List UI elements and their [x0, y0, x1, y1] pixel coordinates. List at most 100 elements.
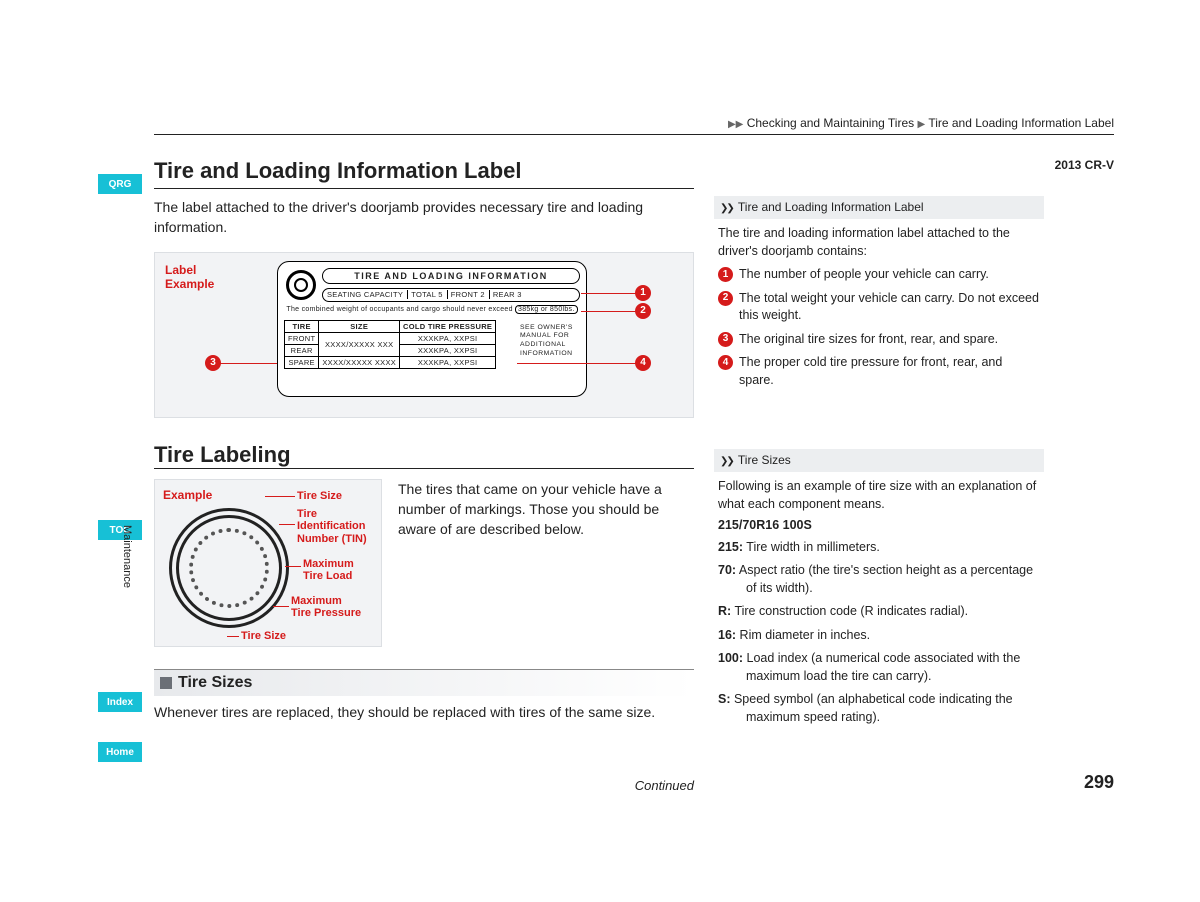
def-val: Tire width in millimeters. — [743, 540, 880, 554]
tire-ann-line — [273, 606, 289, 607]
list-item: 3 The original tire sizes for front, rear… — [718, 331, 1040, 349]
tire-labeling-body: The tires that came on your vehicle have… — [398, 479, 694, 647]
num-circle-icon: 1 — [718, 267, 733, 282]
combined-box: 385kg or 850lbs. — [515, 305, 578, 314]
th-size: SIZE — [319, 320, 400, 332]
callout-line — [517, 363, 637, 364]
label-header: TIRE AND LOADING INFORMATION — [322, 268, 580, 284]
seating-total: TOTAL 5 — [407, 290, 443, 299]
tire-ann-maxload: Maximum Tire Load — [303, 558, 354, 583]
td-rear: REAR — [285, 344, 319, 356]
label-diagram: TIRE AND LOADING INFORMATION SEATING CAP… — [277, 261, 587, 397]
owners-manual-note: SEE OWNER'S MANUAL FOR ADDITIONAL INFORM… — [520, 324, 578, 359]
sidebar-intro-2: Following is an example of tire size wit… — [718, 478, 1040, 513]
th-pressure: COLD TIRE PRESSURE — [400, 320, 496, 332]
tire-size-code: 215/70R16 100S — [718, 517, 1040, 535]
sidebar-header-1: ❯❯ Tire and Loading Information Label — [714, 196, 1044, 219]
def-key: 100: — [718, 651, 743, 665]
tire-diagram: Example Tire Size Tire Identification Nu… — [154, 479, 382, 647]
td-size2: XXXX/XXXXX XXXX — [319, 356, 400, 368]
sidebar-tri-icon: ❯❯ — [720, 456, 733, 467]
callout-2: 2 — [635, 303, 651, 319]
def-key: 70: — [718, 563, 736, 577]
continued-label: Continued — [154, 778, 694, 793]
tire-ann-line — [279, 524, 295, 525]
list-item: 4 The proper cold tire pressure for front… — [718, 354, 1040, 389]
def-item: 70: Aspect ratio (the tire's section hei… — [718, 562, 1040, 597]
combined-pre: The combined weight of occupants and car… — [286, 306, 512, 313]
breadcrumb-tri-icon: ▶▶ — [728, 119, 743, 130]
sidebar-intro-1: The tire and loading information label a… — [718, 225, 1040, 260]
intro-text: The label attached to the driver's doorj… — [154, 197, 694, 238]
breadcrumb-seg1: Checking and Maintaining Tires — [747, 116, 914, 130]
def-val: Rim diameter in inches. — [736, 628, 870, 642]
list-text: The proper cold tire pressure for front,… — [739, 354, 1040, 389]
def-val: Aspect ratio (the tire's section height … — [736, 563, 1033, 595]
sidebar-header-2-text: Tire Sizes — [738, 453, 791, 467]
callout-1: 1 — [635, 285, 651, 301]
combined-weight-note: The combined weight of occupants and car… — [284, 306, 580, 313]
tire-labeling-row: Example Tire Size Tire Identification Nu… — [154, 479, 694, 647]
num-circle-icon: 2 — [718, 291, 733, 306]
def-key: 215: — [718, 540, 743, 554]
seating-label: SEATING CAPACITY — [327, 290, 403, 299]
title-rule — [154, 468, 694, 469]
num-circle-icon: 3 — [718, 332, 733, 347]
callout-line — [581, 311, 637, 312]
sidebar-body-2: Following is an example of tire size wit… — [714, 478, 1044, 726]
td-p1: XXXKPA, XXPSI — [400, 332, 496, 344]
subsection-title: Tire Sizes — [178, 674, 252, 692]
tire-ann-line — [227, 636, 239, 637]
def-val: Tire construction code (R indicates radi… — [731, 604, 968, 618]
def-item: R: Tire construction code (R indicates r… — [718, 603, 1040, 621]
sidebar: ❯❯ Tire and Loading Information Label Th… — [714, 196, 1044, 732]
list-item: 1 The number of people your vehicle can c… — [718, 266, 1040, 284]
callout-3: 3 — [205, 355, 221, 371]
def-item: 215: Tire width in millimeters. — [718, 539, 1040, 557]
label-example-caption: Label Example — [165, 263, 214, 292]
td-p2: XXXKPA, XXPSI — [400, 344, 496, 356]
td-spare: SPARE — [285, 356, 319, 368]
page-number: 299 — [1084, 772, 1114, 793]
def-key: R: — [718, 604, 731, 618]
tire-icon — [286, 270, 316, 300]
page-title: Tire and Loading Information Label — [154, 158, 694, 184]
list-item: 2 The total weight your vehicle can carry… — [718, 290, 1040, 325]
subsection-bullet-icon — [160, 677, 172, 689]
section-label: Maintenance — [121, 525, 133, 588]
nav-toc-button[interactable]: TOC — [98, 520, 142, 540]
sidebar-body-1: The tire and loading information label a… — [714, 225, 1044, 389]
def-key: 16: — [718, 628, 736, 642]
breadcrumb-seg2: Tire and Loading Information Label — [928, 116, 1114, 130]
def-item: 16: Rim diameter in inches. — [718, 627, 1040, 645]
tire-ann-size2: Tire Size — [241, 630, 286, 643]
tire-example-caption: Example — [163, 488, 212, 502]
def-val: Load index (a numerical code associated … — [743, 651, 1020, 683]
td-size1: XXXX/XXXXX XXX — [319, 332, 400, 356]
breadcrumb-rule — [154, 134, 1114, 135]
list-text: The number of people your vehicle can ca… — [739, 266, 989, 284]
nav-home-button[interactable]: Home — [98, 742, 142, 762]
seating-front: FRONT 2 — [447, 290, 485, 299]
tire-table: TIRE SIZE COLD TIRE PRESSURE FRONT XXXX/… — [284, 320, 496, 369]
list-text: The total weight your vehicle can carry.… — [739, 290, 1040, 325]
list-text: The original tire sizes for front, rear,… — [739, 331, 998, 349]
sidebar-header-1-text: Tire and Loading Information Label — [738, 200, 924, 214]
callout-line — [219, 363, 277, 364]
nav-index-button[interactable]: Index — [98, 692, 142, 712]
breadcrumb-tri-icon: ▶ — [917, 119, 925, 130]
tire-ann-maxpress: Maximum Tire Pressure — [291, 595, 361, 620]
nav-qrg-button[interactable]: QRG — [98, 174, 142, 194]
def-item: 100: Load index (a numerical code associ… — [718, 650, 1040, 685]
tire-labeling-title: Tire Labeling — [154, 442, 694, 468]
def-val: Speed symbol (an alphabetical code indic… — [731, 692, 1013, 724]
num-circle-icon: 4 — [718, 355, 733, 370]
seating-rear: REAR 3 — [489, 290, 522, 299]
label-example-panel: Label Example TIRE AND LOADING INFORMATI… — [154, 252, 694, 418]
def-key: S: — [718, 692, 731, 706]
tire-ann-size: Tire Size — [297, 490, 342, 503]
tire-sizes-body: Whenever tires are replaced, they should… — [154, 702, 694, 722]
sidebar-block-2: ❯❯ Tire Sizes Following is an example of… — [714, 449, 1044, 726]
definition-list: 215: Tire width in millimeters. 70: Aspe… — [718, 539, 1040, 727]
sidebar-tri-icon: ❯❯ — [720, 203, 733, 214]
